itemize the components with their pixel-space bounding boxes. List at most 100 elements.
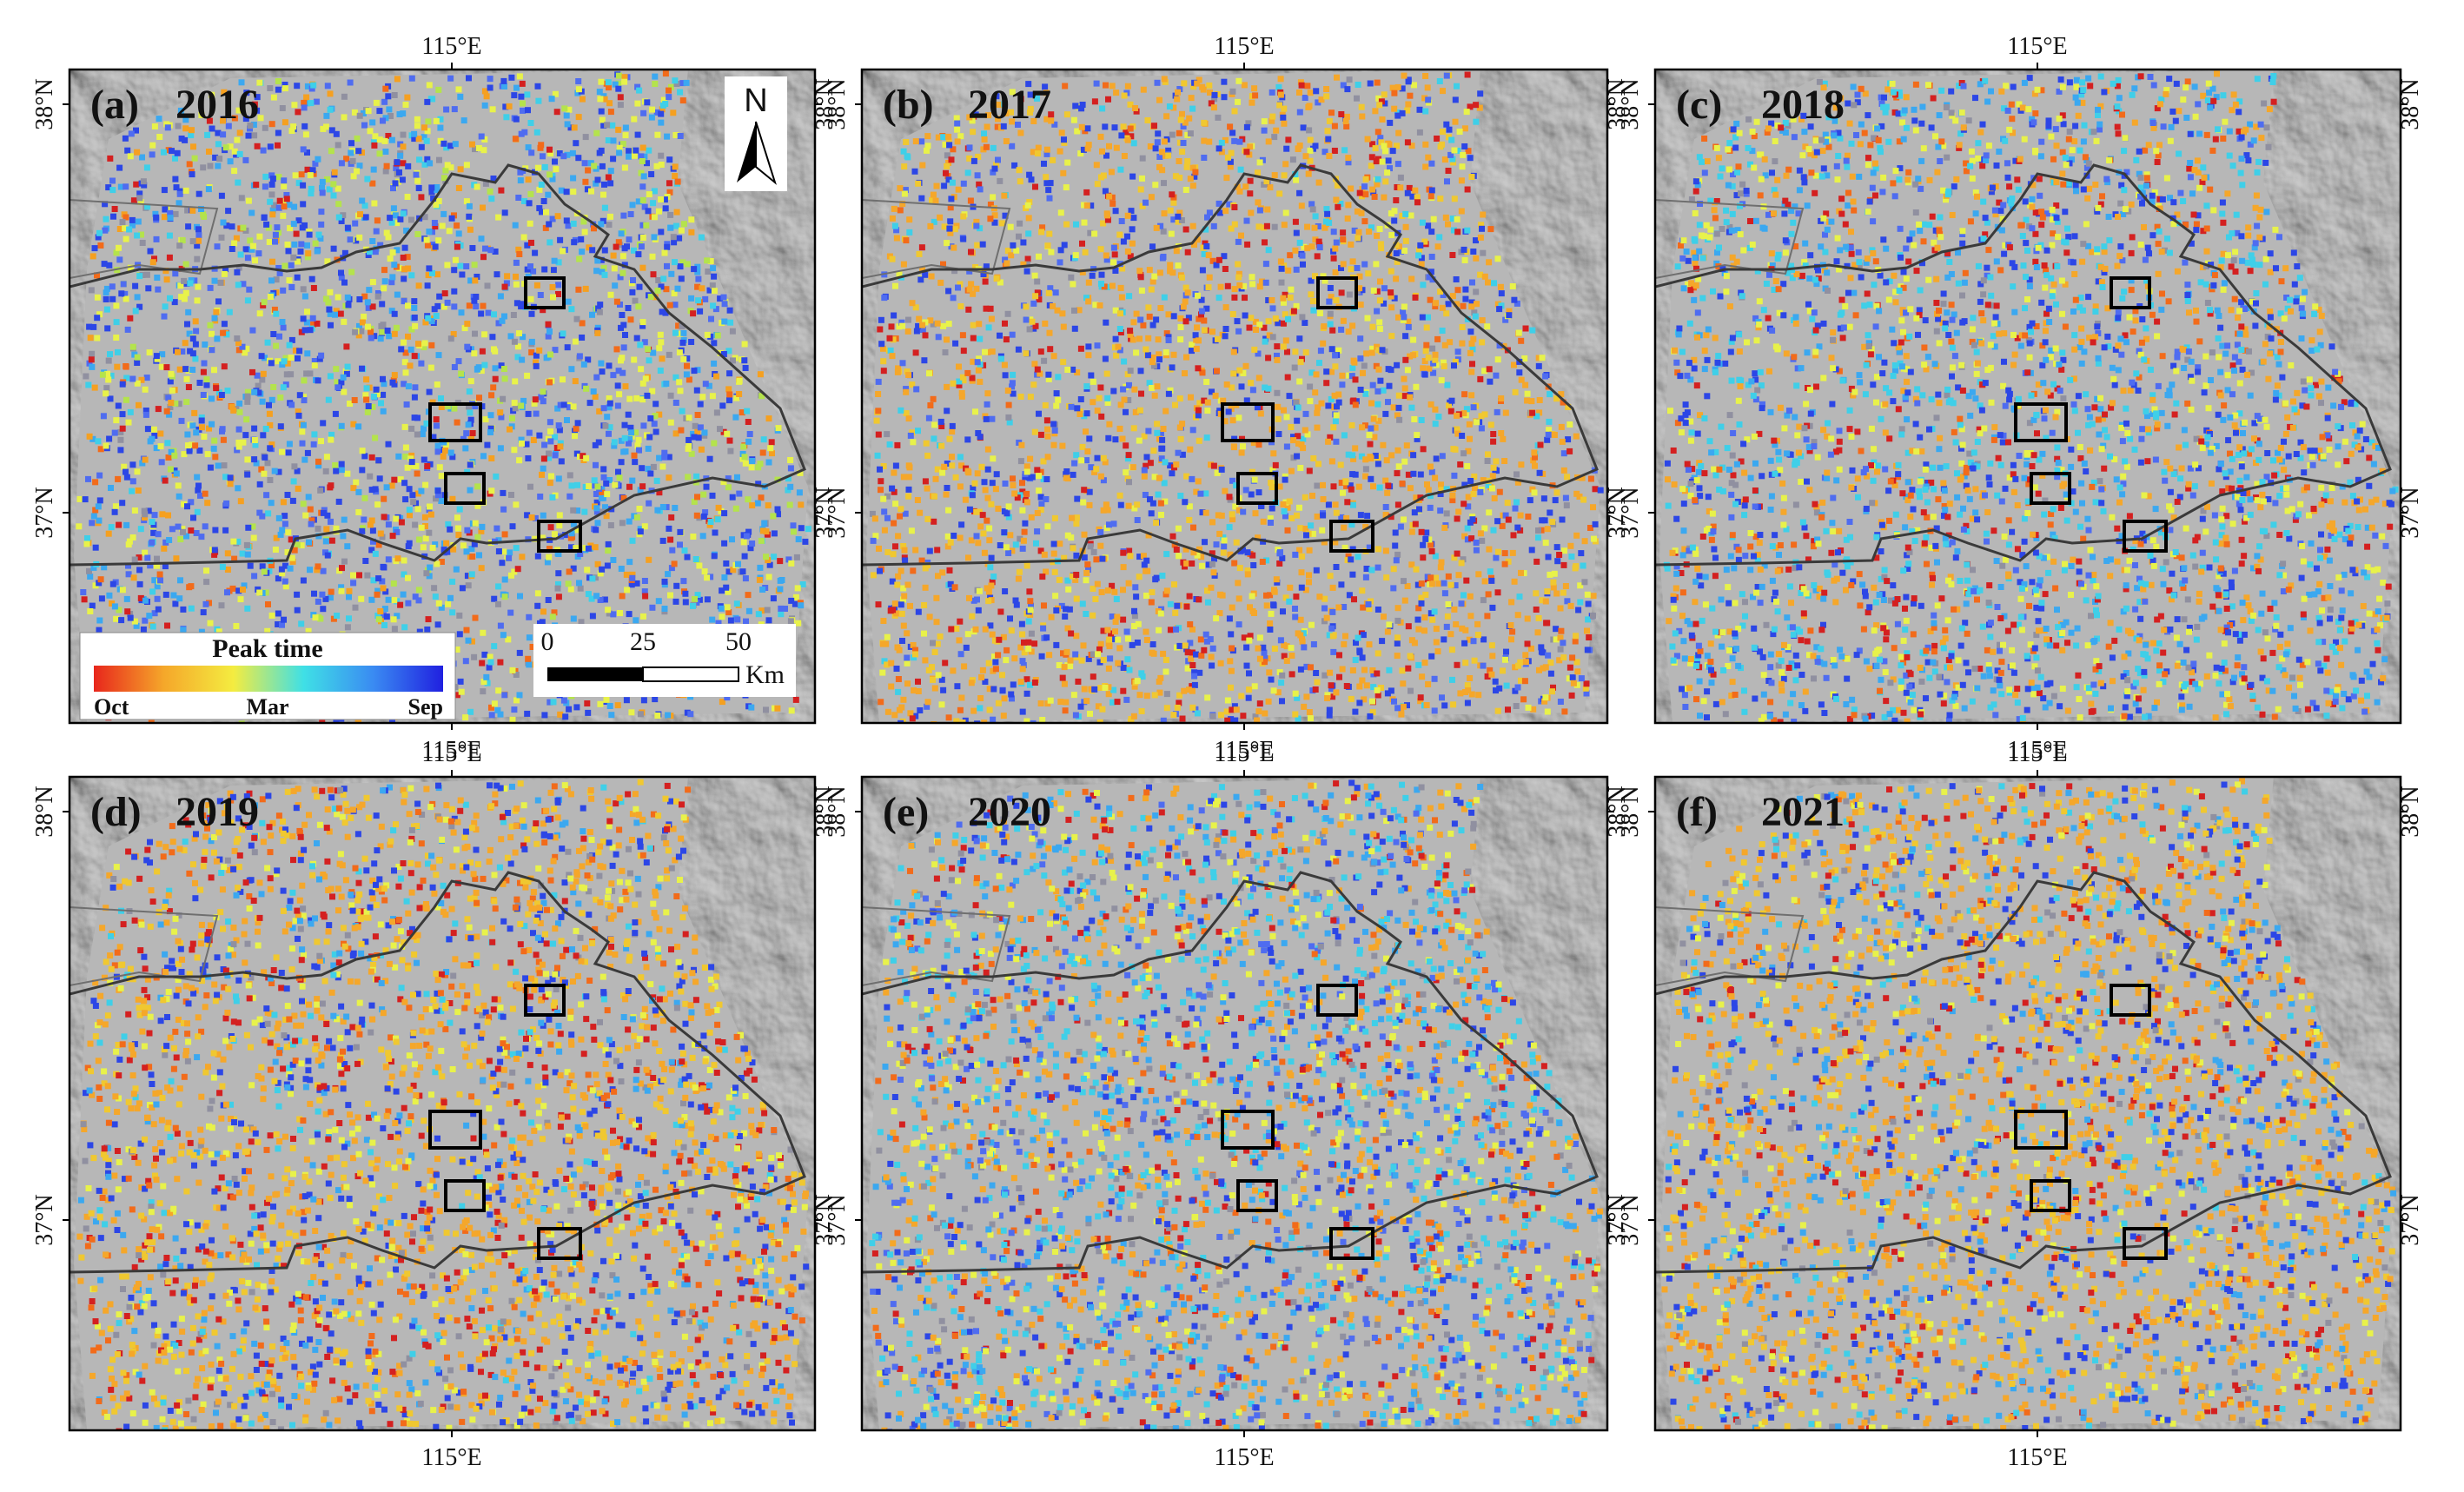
province-boundary	[70, 871, 806, 1274]
highlight-box	[1236, 1179, 1278, 1212]
scale-tick: 25	[630, 627, 656, 656]
highlight-box	[428, 1110, 482, 1150]
secondary-boundary	[862, 199, 1011, 279]
panel-frame	[68, 775, 817, 1432]
highlight-box	[2030, 1179, 2071, 1212]
map-panel: (e) 2020 115°E 115°E 38°N 38°N 37°N 37°N	[824, 740, 1631, 1471]
lat-tick-label: 38°N	[824, 786, 851, 837]
lon-tick-label: 115°E	[2007, 33, 2067, 60]
peak-time-pixels	[76, 779, 810, 1430]
secondary-boundary	[1655, 906, 1805, 986]
highlight-box	[2123, 1227, 2168, 1260]
scale-bar: 0 25 50 Km	[533, 624, 796, 697]
panel-year: 2016	[176, 82, 259, 128]
legend-tick: Mar	[246, 694, 288, 719]
highlight-box	[2030, 472, 2071, 505]
highlight-box	[1316, 276, 1358, 309]
lat-tick-label: 37°N	[1617, 487, 1644, 538]
peak-time-pixels	[1663, 70, 2399, 723]
panel-label: (b)	[883, 82, 934, 128]
legend-colorbar	[94, 666, 443, 692]
panel-label: (d)	[90, 789, 142, 835]
province-boundary	[1655, 163, 2392, 567]
highlight-box	[1329, 520, 1374, 553]
lat-tick-label: 38°N	[1617, 78, 1644, 129]
peak-time-pixels	[869, 71, 1604, 723]
lat-tick-label: 37°N	[811, 487, 838, 538]
lat-tick-label: 38°N	[2397, 786, 2424, 837]
highlight-box	[524, 276, 566, 309]
lon-tick-label: 115°E	[1214, 737, 1274, 764]
highlight-box	[1236, 472, 1278, 505]
lat-tick-label: 37°N	[811, 1194, 838, 1245]
panel-label: (f)	[1676, 789, 1718, 835]
lat-tick-label: 38°N	[811, 78, 838, 129]
secondary-boundary	[1655, 199, 1805, 279]
lon-tick-label: 115°E	[421, 740, 481, 767]
lat-tick-label: 38°N	[1617, 786, 1644, 837]
panel-frame	[1653, 775, 2402, 1432]
lon-tick-label: 115°E	[421, 737, 481, 764]
lat-tick-label: 37°N	[31, 1194, 58, 1245]
lat-tick-label: 37°N	[1604, 487, 1631, 538]
highlight-box	[428, 402, 482, 442]
secondary-boundary	[862, 906, 1011, 986]
panel-year: 2020	[968, 789, 1051, 835]
north-letter: N	[744, 83, 767, 119]
highlight-box	[444, 1179, 486, 1212]
map-panel: (a) 2016 115°E 115°E 38°N 38°N 37°N 37°N Peak ti…	[31, 33, 838, 764]
north-arrow-icon: N	[725, 76, 787, 191]
lat-tick-label: 37°N	[824, 1194, 851, 1245]
panel-year: 2019	[176, 789, 259, 835]
province-boundary	[862, 871, 1599, 1274]
lat-tick-label: 37°N	[824, 487, 851, 538]
province-boundary	[70, 163, 806, 567]
lat-tick-label: 37°N	[2397, 487, 2424, 538]
coverage-footprint	[1659, 70, 2394, 723]
lon-tick-label: 115°E	[2007, 1444, 2067, 1471]
lat-tick-label: 38°N	[2397, 78, 2424, 129]
lat-tick-label: 37°N	[1604, 1194, 1631, 1245]
province-boundary	[1655, 871, 2392, 1274]
scale-unit: Km	[745, 660, 785, 689]
lat-tick-label: 38°N	[31, 786, 58, 837]
panel-label: (a)	[90, 82, 139, 128]
highlight-box	[2014, 402, 2068, 442]
scale-tick: 0	[541, 627, 554, 656]
lon-tick-label: 115°E	[2007, 740, 2067, 767]
lat-tick-label: 37°N	[1617, 1194, 1644, 1245]
map-panel: (d) 2019 115°E 115°E 38°N 38°N 37°N 37°N	[31, 740, 838, 1471]
highlight-box	[1316, 984, 1358, 1017]
highlight-box	[1221, 402, 1275, 442]
panel-year: 2021	[1761, 789, 1845, 835]
lon-tick-label: 115°E	[1214, 740, 1274, 767]
highlight-box	[444, 472, 486, 505]
secondary-boundary	[70, 199, 219, 279]
panel-label: (e)	[883, 789, 929, 835]
highlight-box	[2110, 276, 2151, 309]
lat-tick-label: 37°N	[31, 487, 58, 538]
highlight-box	[2110, 984, 2151, 1017]
panel-frame	[1653, 68, 2402, 725]
panel-year: 2018	[1761, 82, 1845, 128]
highlight-box	[537, 520, 582, 553]
highlight-box	[524, 984, 566, 1017]
highlight-box	[1329, 1227, 1374, 1260]
province-boundary	[862, 163, 1599, 567]
legend-title: Peak time	[212, 634, 322, 663]
highlight-box	[1221, 1110, 1275, 1150]
secondary-boundary	[70, 906, 219, 986]
lon-tick-label: 115°E	[421, 1444, 481, 1471]
lon-tick-label: 115°E	[2007, 737, 2067, 764]
lat-tick-label: 38°N	[1604, 786, 1631, 837]
scale-tick: 50	[725, 627, 752, 656]
panel-frame	[860, 68, 1609, 725]
map-panel: (b) 2017 115°E 115°E 38°N 38°N 37°N 37°N	[824, 33, 1631, 764]
lon-tick-label: 115°E	[1214, 33, 1274, 60]
legend: Peak time Oct Mar Sep	[79, 632, 456, 720]
legend-tick: Sep	[408, 694, 443, 719]
map-panel: (c) 2018 115°E 115°E 38°N 38°N 37°N 37°N	[1617, 33, 2424, 764]
panel-year: 2017	[968, 82, 1051, 128]
panel-label: (c)	[1676, 82, 1722, 128]
lat-tick-label: 38°N	[824, 78, 851, 129]
